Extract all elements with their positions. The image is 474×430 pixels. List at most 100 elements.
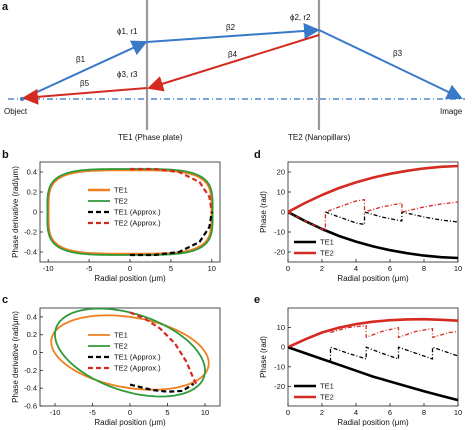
panel-a: a Object Image TE1 (Phase plate) TE2 (Na… (2, 0, 465, 142)
x-tick-label: 6 (388, 264, 392, 273)
beta5-label: β5 (80, 79, 90, 88)
y-tick-label: 10 (277, 323, 285, 332)
panel-e: e 0 2 4 6 8 10 -20 -10 0 10 Radial position (μm) Ph… (254, 294, 462, 427)
y-tick-label: 0.4 (27, 168, 37, 177)
series-line-0 (288, 210, 458, 260)
y-axis-title: Phase (rad) (259, 336, 268, 378)
legend-label: TE2 (Approx.) (114, 219, 161, 228)
series-line-3 (129, 311, 199, 387)
x-tick-label: 2 (320, 408, 324, 417)
plot-area (288, 164, 458, 260)
panel-c-letter: c (2, 294, 8, 306)
y-tick-label: -0.2 (24, 366, 37, 375)
x-tick-label: -5 (86, 264, 93, 273)
legend-label: TE2 (320, 393, 334, 402)
legend-label: TE2 (320, 249, 334, 258)
x-tick-label: 5 (165, 408, 169, 417)
y-tick-label: -20 (274, 248, 285, 257)
y-tick-label: 0.2 (27, 330, 37, 339)
y-tick-label: -0.4 (24, 384, 37, 393)
x-tick-label: 4 (354, 264, 358, 273)
series-line-1 (288, 164, 458, 214)
image-label: Image (440, 107, 463, 116)
y-axis-title: Phase derivative (rad/μm) (11, 311, 20, 403)
legend-label: TE2 (114, 342, 128, 351)
x-tick-label: 10 (208, 264, 216, 273)
ray-beta5 (22, 87, 148, 105)
x-axis-title: Radial position (μm) (94, 274, 166, 283)
x-tick-label: 5 (169, 264, 173, 273)
y-tick-label: 0.2 (27, 188, 37, 197)
y-tick-label: -20 (274, 382, 285, 391)
series-line-2 (325, 211, 458, 226)
x-tick-label: 0 (128, 408, 132, 417)
plot-area (288, 317, 458, 402)
plot-frame (287, 307, 459, 407)
series-line-3 (288, 198, 458, 232)
y-tick-label: 20 (277, 168, 285, 177)
x-tick-label: 0 (286, 264, 290, 273)
x-tick-label: -10 (50, 408, 61, 417)
panel-d-letter: d (254, 149, 261, 161)
legend-label: TE2 (114, 197, 128, 206)
x-tick-label: 4 (354, 408, 358, 417)
x-tick-label: 2 (320, 264, 324, 273)
phi2-label: ϕ2, r2 (290, 13, 311, 22)
legend-label: TE1 (114, 331, 128, 340)
legend-label: TE1 (Approx.) (114, 208, 161, 217)
ray-beta4 (147, 34, 320, 92)
ray-beta1 (21, 40, 148, 100)
x-tick-label: -5 (89, 408, 96, 417)
panel-a-letter: a (2, 1, 9, 13)
beta1-label: β1 (76, 55, 86, 64)
panel-c: c -10 -5 0 5 10 -0.6 -0.4 -0.2 0 0.2 0.4 Radial pos… (2, 294, 221, 427)
y-tick-label: -10 (274, 228, 285, 237)
x-axis-title: Radial position (μm) (94, 418, 166, 427)
x-tick-label: 10 (454, 408, 462, 417)
y-tick-label: -0.2 (24, 228, 37, 237)
y-tick-label: 10 (277, 188, 285, 197)
y-tick-label: -10 (274, 362, 285, 371)
object-label: Object (4, 107, 28, 116)
y-axis-title: Phase derivative (rad/μm) (11, 166, 20, 258)
y-tick-label: -0.4 (24, 248, 37, 257)
beta4-label: β4 (228, 50, 238, 59)
x-tick-label: 8 (422, 264, 426, 273)
legend-label: TE1 (320, 238, 334, 247)
legend-label: TE1 (114, 186, 128, 195)
series-line-2 (288, 346, 458, 363)
x-tick-label: 6 (388, 408, 392, 417)
series-line-3 (330, 324, 458, 339)
series-line-3 (130, 167, 213, 213)
legend-label: TE1 (320, 382, 334, 391)
x-tick-label: 0 (128, 264, 132, 273)
te1-label: TE1 (Phase plate) (118, 133, 183, 142)
te2-label: TE2 (Nanopillars) (288, 133, 351, 142)
series-line-1 (288, 317, 458, 349)
series-line-2 (130, 211, 213, 257)
panel-b: b -10 -5 0 5 10 -0.4 -0.2 0 0.2 0.4 Radial positio… (2, 149, 221, 283)
panel-d: d 0 2 4 6 8 10 -20 -10 0 10 20 Radial position (μm)… (254, 149, 462, 283)
phi3-label: ϕ3, r3 (117, 70, 138, 79)
x-tick-label: -10 (43, 264, 54, 273)
panel-b-letter: b (2, 149, 9, 161)
beta3-label: β3 (393, 49, 403, 58)
x-axis-title: Radial position (μm) (337, 418, 409, 427)
legend-label: TE2 (Approx.) (114, 364, 161, 373)
y-axis-title: Phase (rad) (259, 191, 268, 233)
x-tick-label: 0 (286, 408, 290, 417)
x-tick-label: 10 (201, 408, 209, 417)
plot-area (50, 308, 210, 398)
x-tick-label: 10 (454, 264, 462, 273)
y-tick-label: 0 (33, 208, 37, 217)
series-line-1 (54, 308, 206, 398)
ray-beta2 (146, 22, 320, 43)
ray-beta3 (318, 29, 463, 100)
x-axis-title: Radial position (μm) (337, 274, 409, 283)
y-tick-label: 0 (281, 343, 285, 352)
series-line-1 (46, 168, 214, 256)
beta2-label: β2 (226, 23, 236, 32)
y-tick-label: 0.4 (27, 312, 37, 321)
legend-label: TE1 (Approx.) (114, 353, 161, 362)
